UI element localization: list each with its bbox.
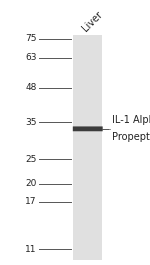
Text: 20: 20 bbox=[25, 179, 37, 188]
Text: 75: 75 bbox=[25, 34, 37, 43]
Bar bbox=[73, 34, 102, 260]
Text: IL-1 Alpha: IL-1 Alpha bbox=[112, 114, 150, 125]
Text: 35: 35 bbox=[25, 118, 37, 127]
Text: 11: 11 bbox=[25, 245, 37, 254]
Text: 17: 17 bbox=[25, 197, 37, 206]
Text: 48: 48 bbox=[25, 83, 37, 92]
Text: Liver: Liver bbox=[81, 10, 105, 33]
Text: 63: 63 bbox=[25, 54, 37, 63]
Text: 25: 25 bbox=[25, 155, 37, 164]
Text: Propeptide: Propeptide bbox=[112, 132, 150, 142]
FancyBboxPatch shape bbox=[73, 126, 103, 131]
